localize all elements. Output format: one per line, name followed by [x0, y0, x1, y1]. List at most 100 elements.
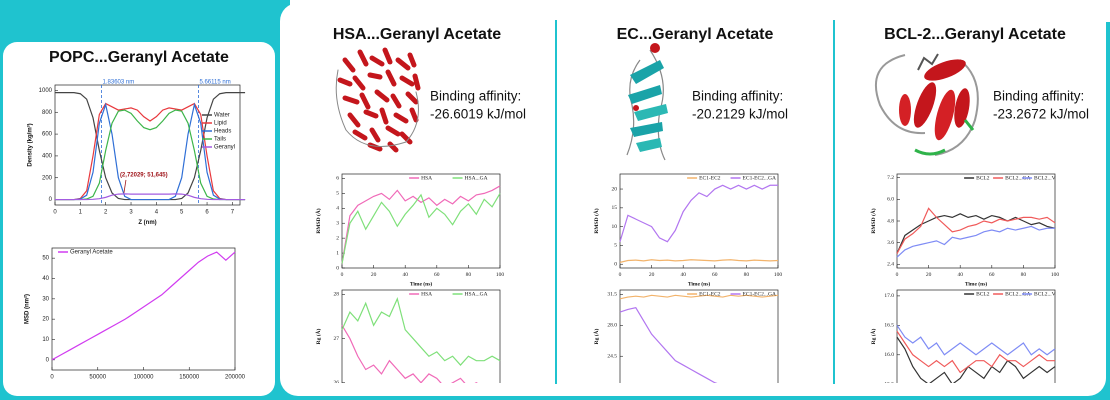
chart: 0 5 10 15 20 0 20 40 60 80 100 Time (ns) RMSD (Å) EC1… [592, 173, 782, 287]
x-tick-label: 80 [466, 272, 472, 278]
protein-structure [335, 47, 421, 153]
x-axis-label: Time (ns) [688, 280, 711, 287]
series-line [341, 185, 501, 264]
affinity-value: -23.2672 kJ/mol [993, 107, 1089, 122]
protein-structure [875, 53, 979, 156]
x-tick-label: 40 [680, 272, 686, 278]
plot-frame [54, 84, 241, 206]
legend-label: Lipid [214, 121, 227, 127]
right-card [280, 3, 1106, 396]
affinity-label: Binding affinity: [993, 89, 1084, 104]
y-tick-label: 20 [612, 186, 618, 192]
plot-frame [619, 173, 779, 269]
x-tick-label: 200000 [225, 375, 246, 381]
series-line [55, 102, 246, 201]
x-tick-label: 5 [180, 210, 184, 216]
y-tick-label: 0 [49, 197, 53, 203]
x-tick-label: 60 [434, 272, 440, 278]
x-tick-label: 7 [231, 210, 235, 216]
series-line [619, 184, 778, 243]
x-axis-label: Z (nm) [138, 220, 156, 226]
y-tick-label: 3.6 [887, 240, 894, 246]
protein-structure [626, 43, 668, 161]
x-tick-label: 60 [712, 272, 718, 278]
plot-frame [896, 289, 1056, 383]
x-tick-label: 100000 [133, 375, 154, 381]
y-tick-label: 15.5 [884, 381, 894, 387]
legend-label: EC1-EC2 [699, 291, 721, 297]
y-tick-label: 6 [336, 176, 339, 182]
legend-label: HSA [421, 291, 432, 297]
series-line [896, 336, 1056, 383]
x-tick-label: 0 [896, 272, 899, 278]
x-tick-label: 0 [619, 272, 622, 278]
y-tick-label: 30 [42, 296, 49, 302]
x-tick-label: 20 [649, 272, 655, 278]
x-tick-label: 0 [341, 272, 344, 278]
y-tick-label: 50 [42, 256, 49, 262]
y-axis-label: Rg (Å) [314, 328, 322, 344]
annotation-arrow [123, 179, 127, 193]
x-tick-label: 20 [371, 272, 377, 278]
series-line [51, 251, 236, 361]
legend-label: EC1-EC2...GA [743, 175, 776, 181]
legend-label: Geranyl [214, 145, 235, 151]
legend-label: BCL2 [976, 291, 990, 297]
legend-label: Water [214, 113, 230, 119]
affinity-label: Binding affinity: [692, 89, 783, 104]
y-tick-label: 15 [612, 205, 618, 211]
series-line [896, 213, 1056, 254]
y-tick-label: 4 [336, 206, 339, 212]
y-tick-label: 16.5 [884, 323, 894, 329]
x-tick-label: 3 [129, 210, 133, 216]
chart: 0 200 400 600 800 1000 0 1 2 3 4 5 6 7 Z (nm) Density (… [26, 80, 246, 226]
y-axis-label: Rg (Å) [869, 328, 877, 344]
chart: 01020304050050000100000150000200000Time … [23, 247, 246, 381]
y-tick-label: 1 [336, 250, 339, 256]
y-tick-label: 10 [612, 224, 618, 230]
y-tick-label: 24.5 [607, 354, 617, 360]
x-tick-label: 80 [744, 272, 750, 278]
chart: 15.5 16.0 16.5 17.0 Rg (Å) BCL2 BCL2...GABCL2.… [869, 289, 1056, 387]
chart: 21.024.528.031.5Rg (Å)EC1-EC2EC1-EC2...G… [592, 289, 779, 383]
legend-label: Tails [214, 137, 226, 143]
series-line [619, 259, 779, 263]
y-axis-label: RMSD (Å) [869, 208, 877, 233]
y-tick-label: 20 [42, 317, 49, 323]
legend-label: BCL2...V [1034, 291, 1056, 297]
x-tick-label: 0 [50, 375, 54, 381]
y-tick-label: 28 [334, 292, 340, 298]
y-tick-label: 31.5 [607, 292, 617, 298]
x-tick-label: 1 [79, 210, 83, 216]
series-line [619, 294, 779, 300]
y-tick-label: 40 [42, 276, 49, 282]
series-line [341, 297, 501, 366]
y-tick-label: 600 [42, 132, 53, 138]
tab [0, 0, 290, 40]
y-tick-label: 17.0 [884, 293, 894, 299]
series-line [341, 325, 478, 383]
series-line [896, 225, 1055, 258]
legend-label: HSA...GA [465, 291, 488, 297]
series-line [896, 324, 1056, 356]
x-tick-label: 50000 [89, 375, 106, 381]
plot-frame [341, 173, 501, 269]
series-line [341, 193, 501, 264]
chart: 26 27 28 Rg (Å) HSA HSA...GA [314, 289, 501, 383]
series-line [619, 306, 718, 383]
legend-label: BCL2...GA [1005, 291, 1031, 297]
legend-label: HSA [421, 175, 432, 181]
x-tick-label: 100 [1051, 272, 1060, 278]
y-tick-label: 1000 [39, 88, 53, 94]
legend-label: BCL2 [976, 175, 990, 181]
reference-label: 5.66115 nm [199, 80, 230, 86]
series-line [896, 330, 1055, 374]
x-tick-label: 40 [402, 272, 408, 278]
reference-label: 1.83603 nm [103, 80, 135, 86]
legend-label: HSA...GA [465, 175, 488, 181]
y-tick-label: 400 [42, 153, 53, 159]
x-tick-label: 6 [205, 210, 209, 216]
series-line [55, 102, 246, 201]
